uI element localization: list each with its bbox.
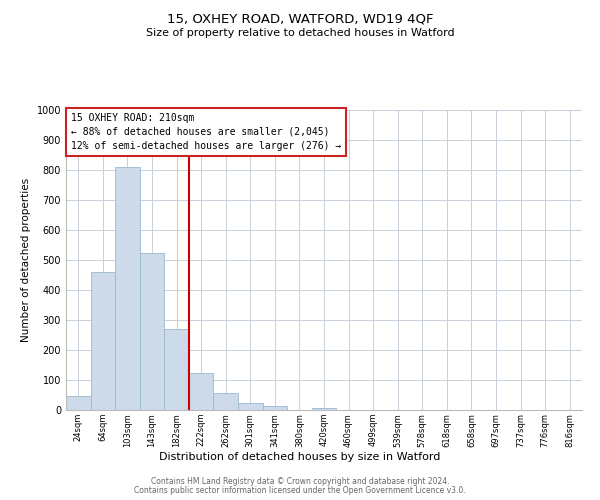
Text: Contains HM Land Registry data © Crown copyright and database right 2024.: Contains HM Land Registry data © Crown c… [151, 477, 449, 486]
Bar [312, 408, 336, 410]
Bar [238, 404, 263, 410]
Bar [214, 393, 238, 410]
Text: Distribution of detached houses by size in Watford: Distribution of detached houses by size … [160, 452, 440, 462]
Text: Size of property relative to detached houses in Watford: Size of property relative to detached ho… [146, 28, 454, 38]
Bar [263, 406, 287, 410]
Bar [91, 272, 115, 410]
Bar [115, 167, 140, 410]
Text: 15 OXHEY ROAD: 210sqm
← 88% of detached houses are smaller (2,045)
12% of semi-d: 15 OXHEY ROAD: 210sqm ← 88% of detached … [71, 113, 341, 151]
Bar [66, 396, 91, 410]
Text: 15, OXHEY ROAD, WATFORD, WD19 4QF: 15, OXHEY ROAD, WATFORD, WD19 4QF [167, 12, 433, 26]
Text: Contains public sector information licensed under the Open Government Licence v3: Contains public sector information licen… [134, 486, 466, 495]
Bar [189, 372, 214, 410]
Bar [140, 252, 164, 410]
Y-axis label: Number of detached properties: Number of detached properties [21, 178, 31, 342]
Bar [164, 329, 189, 410]
